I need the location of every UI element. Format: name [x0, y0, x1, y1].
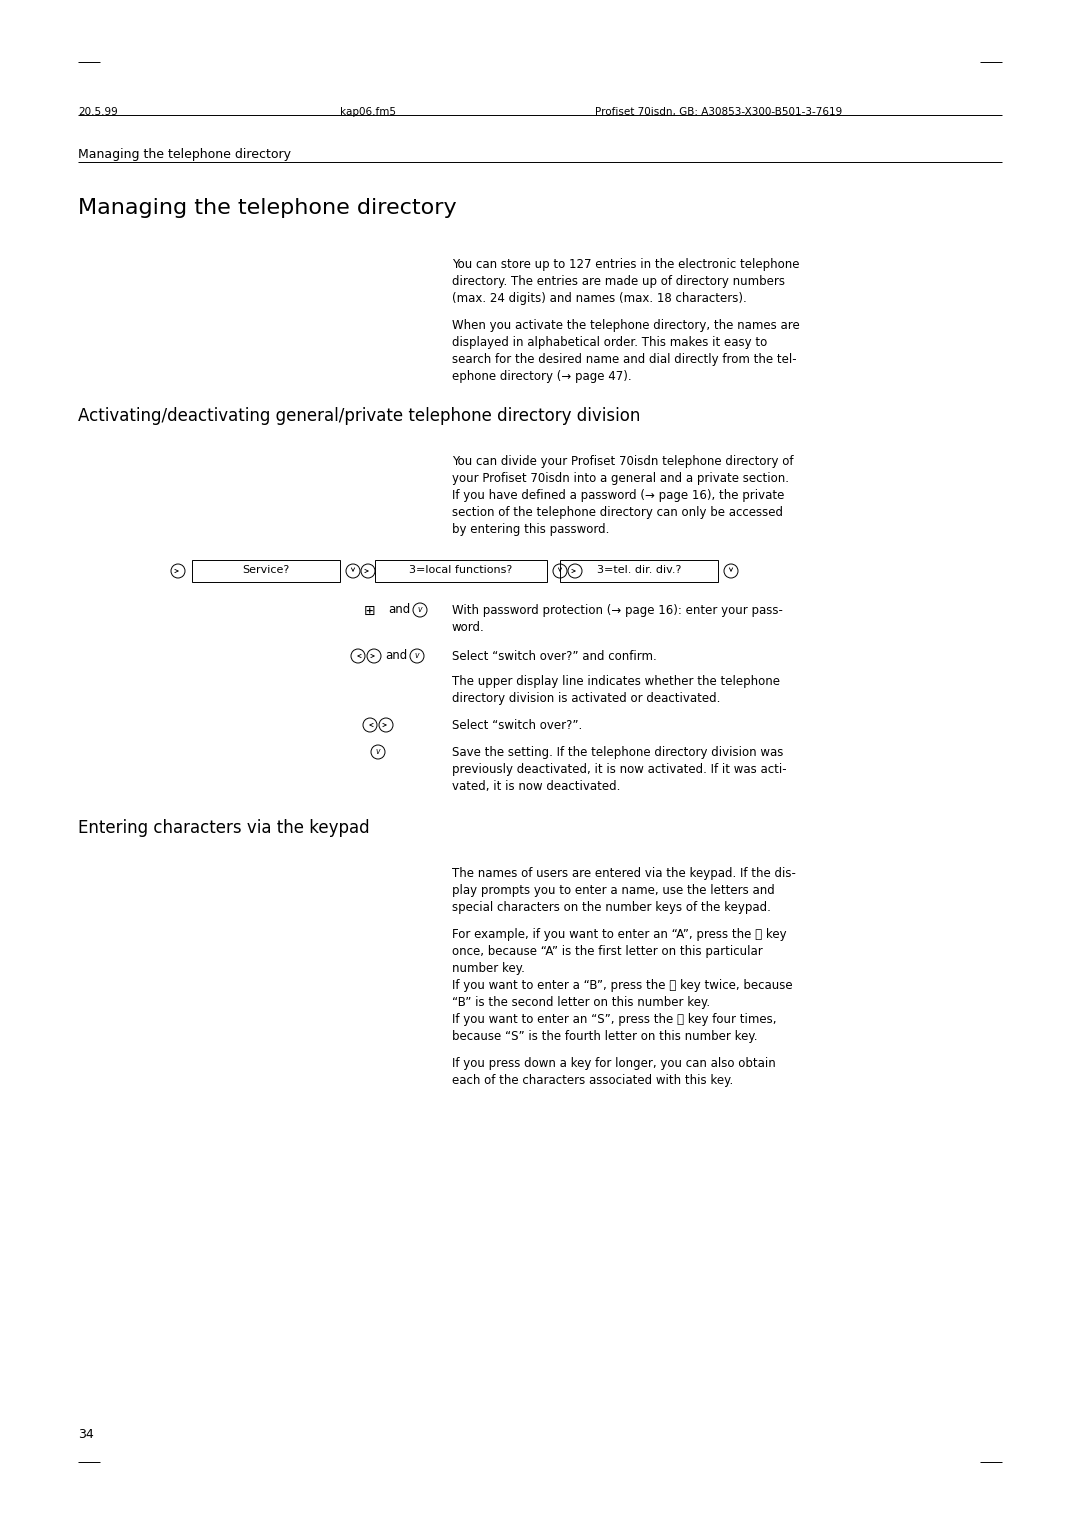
Text: 3=tel. dir. div.?: 3=tel. dir. div.?	[597, 565, 681, 575]
Text: because “S” is the fourth letter on this number key.: because “S” is the fourth letter on this…	[453, 1030, 757, 1044]
Text: You can divide your Profiset 70isdn telephone directory of: You can divide your Profiset 70isdn tele…	[453, 455, 794, 468]
Text: ⊞: ⊞	[364, 604, 376, 617]
Text: vated, it is now deactivated.: vated, it is now deactivated.	[453, 779, 620, 793]
Text: 20.5.99: 20.5.99	[78, 107, 118, 118]
Text: directory. The entries are made up of directory numbers: directory. The entries are made up of di…	[453, 275, 785, 287]
Text: If you want to enter a “B”, press the ⓷ key twice, because: If you want to enter a “B”, press the ⓷ …	[453, 979, 793, 992]
Text: Save the setting. If the telephone directory division was: Save the setting. If the telephone direc…	[453, 746, 783, 759]
Text: v: v	[415, 651, 419, 660]
Text: section of the telephone directory can only be accessed: section of the telephone directory can o…	[453, 506, 783, 520]
Text: number key.: number key.	[453, 963, 525, 975]
Text: 3=local functions?: 3=local functions?	[409, 565, 513, 575]
Text: The names of users are entered via the keypad. If the dis-: The names of users are entered via the k…	[453, 866, 796, 880]
Text: You can store up to 127 entries in the electronic telephone: You can store up to 127 entries in the e…	[453, 258, 799, 270]
Text: Select “switch over?”.: Select “switch over?”.	[453, 720, 582, 732]
Text: your Profiset 70isdn into a general and a private section.: your Profiset 70isdn into a general and …	[453, 472, 789, 484]
Text: Select “switch over?” and confirm.: Select “switch over?” and confirm.	[453, 649, 657, 663]
Text: each of the characters associated with this key.: each of the characters associated with t…	[453, 1074, 733, 1086]
FancyBboxPatch shape	[561, 559, 718, 582]
Text: v: v	[376, 747, 380, 756]
FancyBboxPatch shape	[375, 559, 546, 582]
Text: “B” is the second letter on this number key.: “B” is the second letter on this number …	[453, 996, 711, 1008]
Text: 34: 34	[78, 1429, 94, 1441]
Text: Service?: Service?	[242, 565, 289, 575]
Text: If you want to enter an “S”, press the ⓷ key four times,: If you want to enter an “S”, press the ⓷…	[453, 1013, 777, 1025]
Text: search for the desired name and dial directly from the tel-: search for the desired name and dial dir…	[453, 353, 797, 367]
Text: With password protection (→ page 16): enter your pass-: With password protection (→ page 16): en…	[453, 604, 783, 617]
Text: Profiset 70isdn, GB: A30853-X300-B501-3-7619: Profiset 70isdn, GB: A30853-X300-B501-3-…	[595, 107, 842, 118]
FancyBboxPatch shape	[192, 559, 340, 582]
Text: previously deactivated, it is now activated. If it was acti-: previously deactivated, it is now activa…	[453, 762, 786, 776]
Text: Managing the telephone directory: Managing the telephone directory	[78, 199, 457, 219]
Text: by entering this password.: by entering this password.	[453, 523, 609, 536]
Text: word.: word.	[453, 620, 485, 634]
Text: The upper display line indicates whether the telephone: The upper display line indicates whether…	[453, 675, 780, 688]
Text: directory division is activated or deactivated.: directory division is activated or deact…	[453, 692, 720, 704]
Text: Activating/deactivating general/private telephone directory division: Activating/deactivating general/private …	[78, 406, 640, 425]
Text: once, because “A” is the first letter on this particular: once, because “A” is the first letter on…	[453, 944, 762, 958]
Text: Entering characters via the keypad: Entering characters via the keypad	[78, 819, 369, 837]
Text: If you press down a key for longer, you can also obtain: If you press down a key for longer, you …	[453, 1057, 775, 1070]
Text: Managing the telephone directory: Managing the telephone directory	[78, 148, 291, 160]
Text: v: v	[418, 605, 422, 614]
Text: and: and	[388, 604, 410, 616]
Text: When you activate the telephone directory, the names are: When you activate the telephone director…	[453, 319, 800, 332]
Text: special characters on the number keys of the keypad.: special characters on the number keys of…	[453, 902, 771, 914]
Text: ephone directory (→ page 47).: ephone directory (→ page 47).	[453, 370, 632, 384]
Text: displayed in alphabetical order. This makes it easy to: displayed in alphabetical order. This ma…	[453, 336, 767, 348]
Text: and: and	[384, 649, 407, 662]
Text: (max. 24 digits) and names (max. 18 characters).: (max. 24 digits) and names (max. 18 char…	[453, 292, 746, 306]
Text: For example, if you want to enter an “A”, press the ⓷ key: For example, if you want to enter an “A”…	[453, 927, 786, 941]
Text: kap06.fm5: kap06.fm5	[340, 107, 396, 118]
Text: If you have defined a password (→ page 16), the private: If you have defined a password (→ page 1…	[453, 489, 784, 503]
Text: play prompts you to enter a name, use the letters and: play prompts you to enter a name, use th…	[453, 885, 774, 897]
